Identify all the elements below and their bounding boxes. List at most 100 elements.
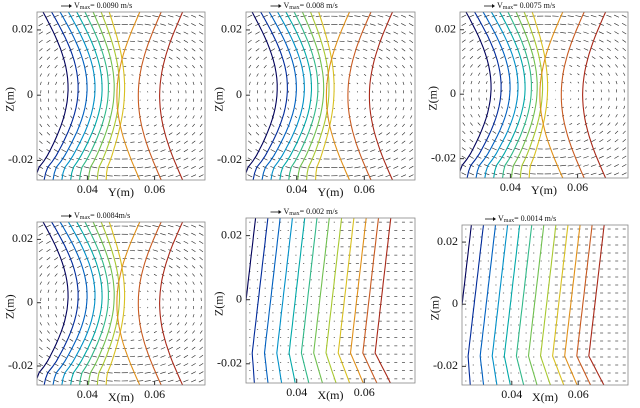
vector xyxy=(409,132,413,136)
vector xyxy=(62,314,65,318)
vector xyxy=(622,130,626,135)
vector xyxy=(137,347,143,350)
vector xyxy=(560,164,567,167)
vector xyxy=(54,322,58,326)
vector xyxy=(160,379,166,382)
vector xyxy=(354,15,361,18)
vector xyxy=(100,65,104,68)
y-axis-label: Z(m) xyxy=(212,291,226,316)
vector xyxy=(394,73,398,77)
vector xyxy=(129,40,135,42)
vector xyxy=(91,149,97,152)
vector xyxy=(277,23,284,26)
vector xyxy=(137,32,144,34)
vector xyxy=(531,106,534,108)
vector xyxy=(302,107,305,110)
vector xyxy=(131,108,134,110)
vector xyxy=(300,23,307,26)
vector xyxy=(256,81,259,86)
vector xyxy=(516,114,519,117)
vector xyxy=(199,273,203,277)
vector xyxy=(83,23,90,26)
vector xyxy=(249,81,251,86)
vector xyxy=(507,48,512,51)
vector xyxy=(137,40,143,43)
vector xyxy=(370,40,376,43)
vector xyxy=(401,23,406,27)
reference-arrow-head xyxy=(69,214,72,218)
panel: 0.04 0.06 -0.02 0 0.02 X(m) Z(m) Vmax= 0.002 m/… xyxy=(212,207,416,402)
vector xyxy=(560,156,567,158)
vector xyxy=(183,14,189,18)
vector xyxy=(354,166,361,169)
vector xyxy=(614,47,619,51)
vector xyxy=(569,81,572,84)
vector xyxy=(264,81,267,85)
y-tick-label: 0 xyxy=(27,87,33,101)
vector xyxy=(38,23,44,27)
vector xyxy=(146,290,149,293)
vector xyxy=(139,290,141,292)
y-axis-label: Z(m) xyxy=(3,87,17,112)
vector xyxy=(491,39,497,43)
vector xyxy=(129,150,135,152)
vector xyxy=(70,290,73,293)
vector xyxy=(198,174,204,178)
vector xyxy=(61,39,67,43)
vector xyxy=(184,123,188,128)
vector xyxy=(567,156,574,159)
vector xyxy=(199,56,203,60)
vector xyxy=(508,106,511,109)
vector xyxy=(167,174,174,177)
vector xyxy=(514,23,521,26)
vector xyxy=(499,172,505,175)
vector xyxy=(608,80,610,85)
vector xyxy=(183,166,189,169)
vector xyxy=(271,123,275,127)
vector xyxy=(515,65,519,67)
vector xyxy=(362,15,369,18)
vector xyxy=(310,107,313,110)
vector xyxy=(362,48,368,51)
vector xyxy=(461,39,466,43)
vector xyxy=(355,124,359,127)
vector xyxy=(255,39,260,43)
vector xyxy=(176,257,181,261)
vector xyxy=(108,74,111,76)
vector xyxy=(77,338,81,342)
vector xyxy=(576,131,581,134)
vector xyxy=(146,314,149,317)
vector xyxy=(583,23,589,26)
vector xyxy=(462,130,466,135)
vector xyxy=(507,131,512,134)
vector xyxy=(191,346,196,350)
vector xyxy=(107,150,113,152)
vector xyxy=(308,40,314,43)
vector xyxy=(192,81,195,86)
vector xyxy=(592,106,595,109)
vector xyxy=(47,314,50,318)
vector xyxy=(378,48,383,52)
vector xyxy=(91,233,98,236)
vector xyxy=(270,23,276,26)
vector xyxy=(370,132,375,136)
vector xyxy=(271,65,275,69)
vector xyxy=(354,158,361,160)
vector xyxy=(469,47,474,51)
vector xyxy=(569,65,573,67)
vector xyxy=(183,140,188,144)
vector xyxy=(160,257,166,260)
vector xyxy=(169,273,173,277)
vector xyxy=(40,289,42,293)
vector-symbol: V xyxy=(284,1,290,10)
vector xyxy=(191,224,197,228)
vector xyxy=(185,289,187,293)
vector xyxy=(183,157,189,161)
vector xyxy=(184,281,188,285)
y-tick-label: 0 xyxy=(236,87,242,101)
vector xyxy=(168,338,173,342)
vector xyxy=(101,107,103,110)
vector xyxy=(39,73,42,77)
vector xyxy=(507,147,513,151)
vector xyxy=(191,174,197,178)
